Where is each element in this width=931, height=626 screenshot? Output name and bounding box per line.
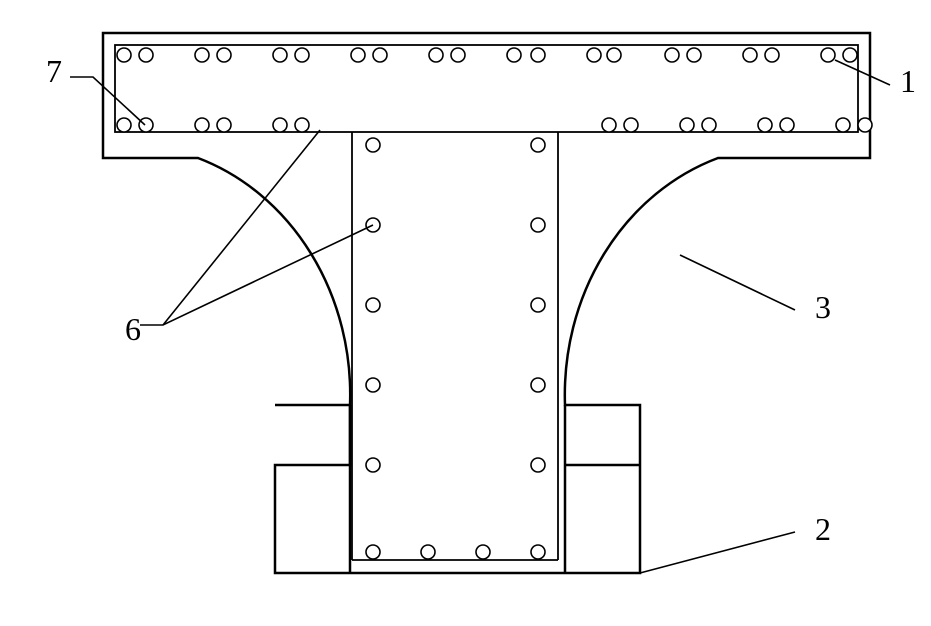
label-1: 1	[900, 63, 916, 99]
hole	[531, 218, 545, 232]
hole	[139, 118, 153, 132]
hole	[531, 138, 545, 152]
hole	[843, 48, 857, 62]
leader-7	[70, 77, 145, 125]
hole	[217, 48, 231, 62]
hole	[531, 458, 545, 472]
hole	[665, 48, 679, 62]
hole	[366, 378, 380, 392]
label-3: 3	[815, 289, 831, 325]
hole	[780, 118, 794, 132]
hole	[366, 138, 380, 152]
hole	[195, 118, 209, 132]
hole	[765, 48, 779, 62]
hole	[273, 48, 287, 62]
leader-2	[640, 532, 795, 573]
hole	[373, 48, 387, 62]
hole	[821, 48, 835, 62]
hole	[476, 545, 490, 559]
hole	[607, 48, 621, 62]
outer-outline	[103, 33, 870, 573]
hole	[366, 545, 380, 559]
leader-1	[835, 60, 890, 85]
label-2: 2	[815, 511, 831, 547]
label-7: 7	[46, 53, 62, 89]
hole	[758, 118, 772, 132]
hole	[702, 118, 716, 132]
hole	[429, 48, 443, 62]
hole	[366, 298, 380, 312]
hole	[351, 48, 365, 62]
hole	[295, 118, 309, 132]
hole	[743, 48, 757, 62]
hole	[139, 48, 153, 62]
hole	[602, 118, 616, 132]
hole	[507, 48, 521, 62]
hole	[531, 48, 545, 62]
hole	[295, 48, 309, 62]
hole	[624, 118, 638, 132]
hole	[531, 298, 545, 312]
leader-3	[680, 255, 795, 310]
hole	[117, 48, 131, 62]
hole	[117, 118, 131, 132]
hole	[858, 118, 872, 132]
hole	[195, 48, 209, 62]
hole	[421, 545, 435, 559]
hole	[451, 48, 465, 62]
hole	[366, 458, 380, 472]
hole	[217, 118, 231, 132]
hole	[587, 48, 601, 62]
hole	[531, 545, 545, 559]
hole	[531, 378, 545, 392]
hole	[836, 118, 850, 132]
hole	[687, 48, 701, 62]
hole	[680, 118, 694, 132]
label-6: 6	[125, 311, 141, 347]
hole	[273, 118, 287, 132]
